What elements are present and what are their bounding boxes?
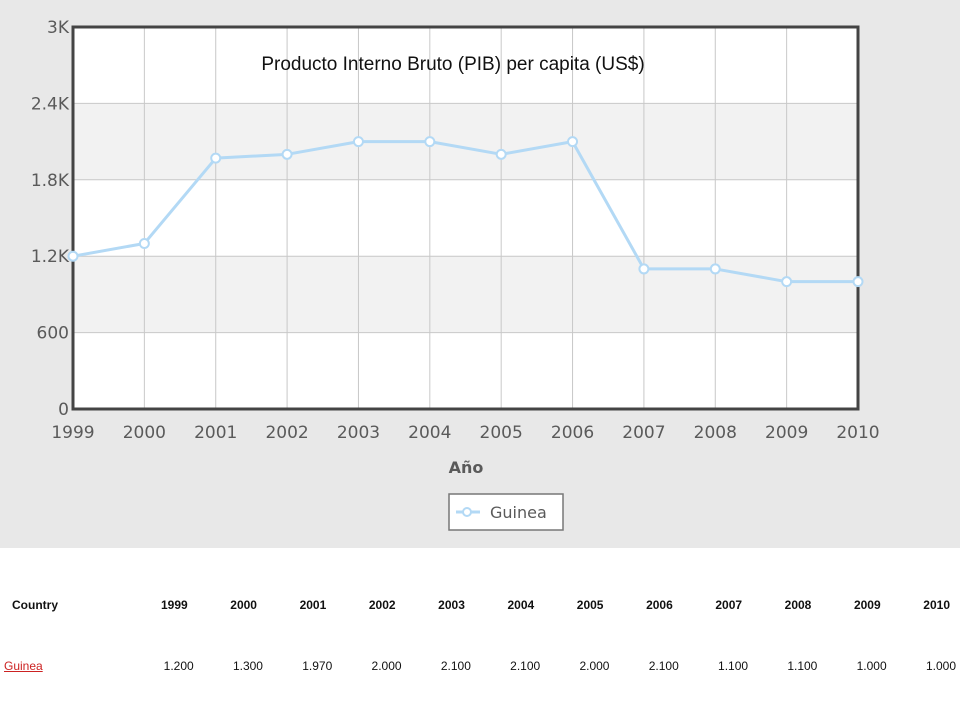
data-point (638, 263, 650, 275)
x-tick-label: 2010 (836, 423, 879, 443)
y-axis: 0 600 1.2K 1.8K 2.4K 3K (31, 18, 70, 420)
data-point (424, 136, 436, 148)
x-tick-label: 2003 (337, 423, 380, 443)
table-cell: 2.000 (371, 659, 402, 673)
data-point (495, 148, 507, 160)
y-tick-label: 3K (47, 18, 70, 38)
table-cell: 1.100 (718, 659, 749, 673)
legend-label: Guinea (490, 503, 547, 522)
data-point (352, 136, 364, 148)
x-tick-label: 2004 (408, 423, 451, 443)
table-header-row: Country 1999 2000 2001 2002 2003 2004 20… (0, 585, 960, 625)
x-tick-label: 2002 (265, 423, 308, 443)
y-tick-label: 600 (37, 324, 69, 344)
legend-marker-swatch (462, 507, 472, 517)
table-cell: 2.000 (579, 659, 610, 673)
data-point (210, 152, 222, 164)
plot-band (73, 103, 858, 180)
country-cell: Guinea (0, 625, 128, 677)
x-axis-title: Año (449, 458, 484, 477)
column-header: 2008 (784, 598, 812, 612)
line-chart: 0 600 1.2K 1.8K 2.4K 3K 1999 2000 2001 2002 2003 2… (31, 18, 880, 531)
chart-panel: 0 600 1.2K 1.8K 2.4K 3K 1999 2000 2001 2002 2003 2… (0, 0, 960, 548)
column-header: 1999 (160, 598, 188, 612)
column-header: Country (12, 598, 58, 612)
x-tick-label: 1999 (51, 423, 94, 443)
column-header: 2007 (715, 598, 743, 612)
y-tick-label: 0 (58, 400, 69, 420)
column-header: 2005 (576, 598, 604, 612)
table-cell: 1.000 (856, 659, 887, 673)
plot-band (73, 332, 858, 409)
table-cell: 1.970 (302, 659, 333, 673)
series-layer (67, 136, 864, 288)
plot-frame (71, 25, 860, 411)
plot-band (73, 256, 858, 333)
x-axis: 1999 2000 2001 2002 2003 2004 2005 2006 2007 2008… (51, 423, 879, 443)
plot-band (73, 27, 858, 104)
series-line (72, 140, 858, 284)
table-cell: 2.100 (510, 659, 541, 673)
x-tick-label: 2006 (551, 423, 594, 443)
data-point (781, 276, 793, 288)
column-header: 2002 (368, 598, 396, 612)
x-tick-label: 2005 (480, 423, 523, 443)
data-point (852, 276, 864, 288)
column-header: 2009 (853, 598, 881, 612)
y-tick-label: 2.4K (31, 94, 70, 114)
x-tick-label: 2000 (123, 423, 166, 443)
y-tick-label: 1.8K (31, 171, 70, 191)
plot-band (73, 179, 858, 257)
data-point (138, 237, 150, 249)
table-cell: 1.000 (925, 659, 956, 673)
table-cell: 1.200 (163, 659, 194, 673)
y-tick-label: 1.2K (31, 247, 70, 267)
column-header: 2004 (507, 598, 535, 612)
column-header: 2006 (646, 598, 673, 612)
grid-lines (72, 26, 859, 410)
column-header: 2010 (923, 598, 950, 612)
legend[interactable]: Guinea (448, 493, 564, 531)
column-header: 2003 (438, 598, 465, 612)
country-link[interactable]: Guinea (4, 659, 43, 673)
data-point (709, 263, 721, 275)
x-tick-label: 2001 (194, 423, 237, 443)
chart-title: Producto Interno Bruto (PIB) per capita … (261, 54, 644, 75)
table-cell: 2.100 (648, 659, 679, 673)
plot-bands (73, 27, 858, 409)
table-cell: 1.300 (232, 659, 263, 673)
table-row: Guinea 1.200 1.300 1.970 2.000 2.100 2.1… (0, 625, 960, 677)
x-tick-label: 2008 (694, 423, 737, 443)
data-point (67, 250, 79, 262)
table-cell: 2.100 (440, 659, 471, 673)
data-point (281, 148, 293, 160)
x-tick-label: 2007 (622, 423, 665, 443)
table-cell: 1.100 (787, 659, 818, 673)
column-header: 2000 (230, 598, 257, 612)
column-header: 2001 (299, 598, 327, 612)
data-point (567, 136, 579, 148)
x-tick-label: 2009 (765, 423, 808, 443)
data-table: Country 1999 2000 2001 2002 2003 2004 20… (0, 585, 960, 677)
